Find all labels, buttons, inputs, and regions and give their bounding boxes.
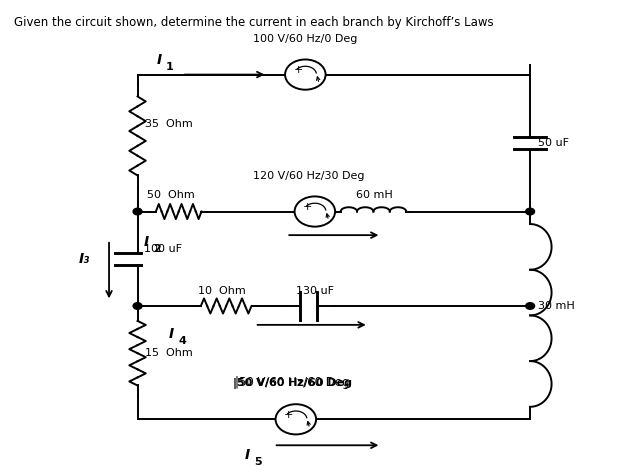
- Text: 50  Ohm: 50 Ohm: [147, 190, 195, 200]
- Text: I: I: [156, 54, 162, 67]
- Text: 130 uF: 130 uF: [296, 285, 334, 295]
- Text: Given the circuit shown, determine the current in each branch by Kirchoff’s Laws: Given the circuit shown, determine the c…: [14, 16, 494, 28]
- Circle shape: [526, 303, 535, 309]
- Text: I: I: [169, 327, 174, 342]
- Text: 60 mH: 60 mH: [356, 190, 393, 200]
- Text: +: +: [303, 202, 312, 212]
- Circle shape: [133, 303, 142, 309]
- Text: |50 V/60 Hz/60 Deg: |50 V/60 Hz/60 Deg: [233, 378, 352, 389]
- Text: I₃: I₃: [79, 252, 90, 266]
- Text: 120 V/60 Hz/30 Deg: 120 V/60 Hz/30 Deg: [252, 171, 364, 181]
- Text: +: +: [284, 410, 293, 420]
- Text: 100 uF: 100 uF: [144, 244, 182, 254]
- Text: 30 mH: 30 mH: [537, 301, 574, 311]
- Text: 1: 1: [165, 62, 173, 72]
- Text: |50 V/60 Hz/60 Deg: |50 V/60 Hz/60 Deg: [235, 376, 350, 389]
- Text: 100 V/60 Hz/0 Deg: 100 V/60 Hz/0 Deg: [253, 34, 357, 44]
- Text: 4: 4: [178, 336, 186, 346]
- Circle shape: [526, 208, 535, 215]
- Text: 50 uF: 50 uF: [537, 138, 569, 148]
- Text: +: +: [294, 65, 303, 75]
- Text: 2: 2: [153, 244, 160, 254]
- Circle shape: [133, 208, 142, 215]
- Text: I: I: [245, 448, 251, 462]
- Text: 15  Ohm: 15 Ohm: [145, 348, 193, 358]
- Text: 5: 5: [254, 456, 261, 466]
- Text: 35  Ohm: 35 Ohm: [145, 119, 193, 129]
- Text: 10  Ohm: 10 Ohm: [198, 285, 245, 295]
- Text: I: I: [144, 235, 149, 249]
